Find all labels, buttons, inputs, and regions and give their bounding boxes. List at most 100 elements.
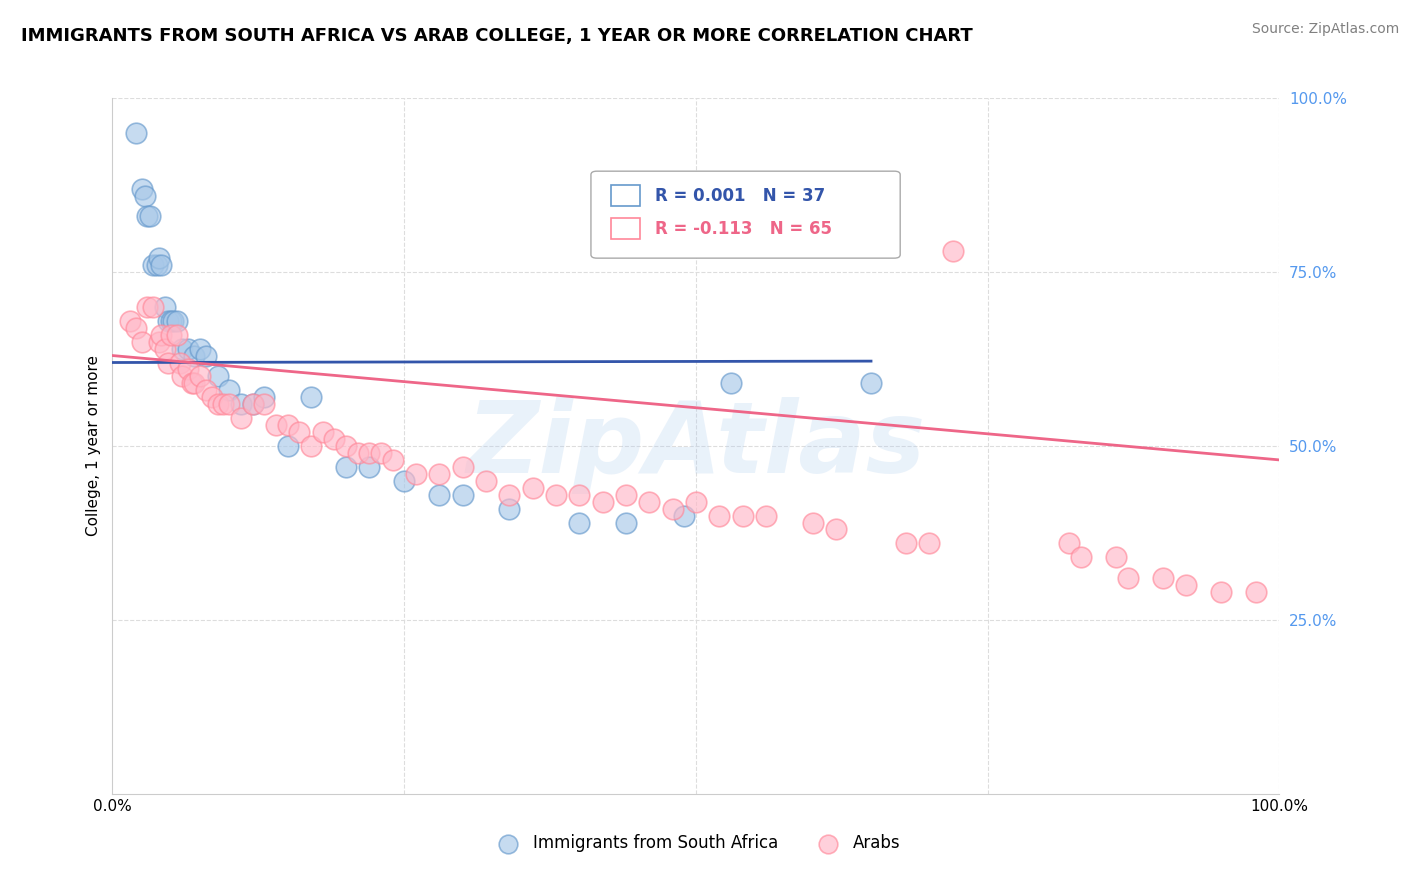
Point bbox=[229, 397, 252, 411]
Point bbox=[381, 453, 404, 467]
Point bbox=[498, 501, 520, 516]
Point bbox=[614, 516, 637, 530]
Point bbox=[183, 349, 205, 363]
Point bbox=[1070, 550, 1092, 565]
Point bbox=[709, 508, 731, 523]
Point bbox=[172, 342, 194, 356]
Point bbox=[638, 494, 661, 508]
Point bbox=[160, 327, 183, 342]
Point bbox=[498, 488, 520, 502]
FancyBboxPatch shape bbox=[591, 171, 900, 258]
Point bbox=[118, 314, 141, 328]
Point bbox=[522, 481, 544, 495]
Point bbox=[166, 327, 188, 342]
Point bbox=[359, 446, 381, 460]
Point bbox=[685, 494, 707, 508]
Point bbox=[475, 474, 498, 488]
Point bbox=[299, 439, 322, 453]
Point bbox=[427, 488, 450, 502]
Point bbox=[125, 126, 148, 140]
Point bbox=[1105, 550, 1128, 565]
Point bbox=[942, 244, 965, 259]
Point bbox=[311, 425, 333, 439]
Point bbox=[218, 397, 240, 411]
Point bbox=[405, 467, 427, 481]
Point bbox=[335, 459, 357, 474]
Point bbox=[188, 342, 211, 356]
Text: Source: ZipAtlas.com: Source: ZipAtlas.com bbox=[1251, 22, 1399, 37]
Y-axis label: College, 1 year or more: College, 1 year or more bbox=[86, 356, 101, 536]
Point bbox=[755, 508, 778, 523]
Point bbox=[614, 488, 637, 502]
Point bbox=[568, 488, 591, 502]
Point bbox=[160, 314, 183, 328]
Point bbox=[157, 314, 180, 328]
Point bbox=[731, 508, 754, 523]
Point bbox=[162, 314, 184, 328]
Point bbox=[150, 327, 173, 342]
Point bbox=[451, 488, 474, 502]
Point bbox=[188, 369, 211, 384]
Point bbox=[335, 439, 357, 453]
Point bbox=[194, 349, 217, 363]
Point bbox=[253, 397, 276, 411]
Point bbox=[169, 355, 191, 369]
Point bbox=[859, 376, 883, 391]
Point bbox=[177, 342, 200, 356]
Text: IMMIGRANTS FROM SOUTH AFRICA VS ARAB COLLEGE, 1 YEAR OR MORE CORRELATION CHART: IMMIGRANTS FROM SOUTH AFRICA VS ARAB COL… bbox=[21, 27, 973, 45]
Point bbox=[142, 300, 165, 314]
Point bbox=[229, 411, 252, 425]
FancyBboxPatch shape bbox=[610, 219, 640, 239]
Point bbox=[172, 369, 194, 384]
Point bbox=[253, 390, 276, 404]
Legend: Immigrants from South Africa, Arabs: Immigrants from South Africa, Arabs bbox=[485, 827, 907, 859]
Point bbox=[1175, 578, 1198, 592]
Point bbox=[359, 459, 381, 474]
Point bbox=[1152, 571, 1174, 585]
Point bbox=[180, 376, 202, 391]
Point bbox=[207, 397, 229, 411]
Point bbox=[427, 467, 450, 481]
Point bbox=[346, 446, 368, 460]
Point bbox=[157, 355, 180, 369]
Point bbox=[1059, 536, 1081, 550]
Point bbox=[125, 320, 148, 334]
Point bbox=[299, 390, 322, 404]
Point bbox=[207, 369, 229, 384]
Point bbox=[150, 258, 173, 272]
Point bbox=[166, 314, 188, 328]
Text: R = 0.001   N = 37: R = 0.001 N = 37 bbox=[655, 186, 825, 204]
Point bbox=[264, 418, 287, 433]
Point bbox=[212, 397, 235, 411]
Point bbox=[1244, 585, 1267, 599]
Point bbox=[148, 334, 170, 349]
Point bbox=[592, 494, 614, 508]
Point bbox=[544, 488, 567, 502]
Point bbox=[276, 418, 298, 433]
Point bbox=[131, 334, 153, 349]
Point bbox=[134, 188, 156, 202]
Point bbox=[1209, 585, 1232, 599]
Point bbox=[918, 536, 941, 550]
Point bbox=[392, 474, 416, 488]
Point bbox=[146, 258, 169, 272]
Point bbox=[825, 523, 848, 537]
Point bbox=[801, 516, 824, 530]
Point bbox=[136, 210, 159, 224]
Point bbox=[1116, 571, 1139, 585]
Point bbox=[148, 251, 170, 265]
Point bbox=[194, 384, 217, 398]
Point bbox=[720, 376, 742, 391]
Point bbox=[661, 501, 683, 516]
Point bbox=[370, 446, 392, 460]
Point bbox=[201, 390, 224, 404]
Text: ZipAtlas: ZipAtlas bbox=[467, 398, 925, 494]
Point bbox=[242, 397, 264, 411]
Point bbox=[136, 300, 159, 314]
Point bbox=[451, 459, 474, 474]
Point bbox=[323, 432, 346, 446]
Point bbox=[242, 397, 264, 411]
Text: R = -0.113   N = 65: R = -0.113 N = 65 bbox=[655, 220, 832, 238]
Point bbox=[153, 342, 176, 356]
Point bbox=[142, 258, 165, 272]
